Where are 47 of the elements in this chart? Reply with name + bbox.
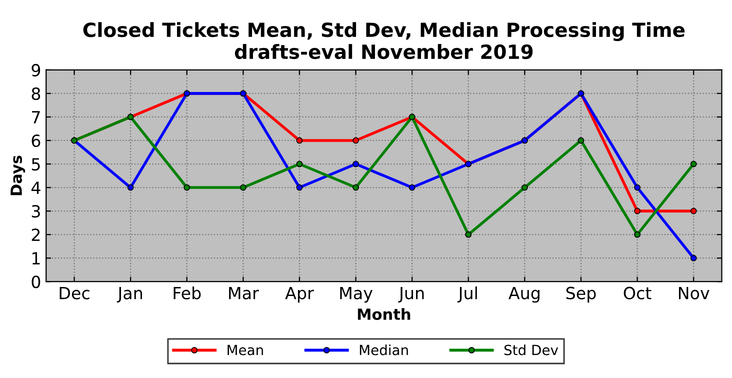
- point: [408, 184, 416, 191]
- point: [465, 231, 472, 238]
- x-axis-title: Month: [358, 308, 410, 320]
- point: [127, 184, 134, 191]
- point: [521, 184, 528, 191]
- point: [296, 184, 303, 191]
- point: [352, 160, 359, 168]
- x-tick-label: Aug: [508, 286, 540, 303]
- point: [296, 137, 303, 144]
- legend-label: Mean: [228, 344, 263, 356]
- y-tick-label: 0: [32, 276, 40, 288]
- y-tick-label: 2: [32, 228, 40, 241]
- x-tick-label: May: [340, 286, 373, 303]
- chart-title: Closed Tickets Mean, Std Dev, Median Processing Time drafts-eval November 2019: [83, 22, 685, 60]
- point: [352, 137, 359, 144]
- x-tick-label: Dec: [60, 286, 90, 300]
- point: [184, 184, 190, 191]
- x-tick-label: Mar: [229, 286, 259, 300]
- y-tick-label: 9: [32, 64, 40, 76]
- x-tick-label: Oct: [624, 286, 652, 300]
- y-tick-label: 6: [32, 134, 40, 148]
- y-tick-label: 1: [32, 252, 40, 264]
- x-tick-label: Apr: [285, 286, 314, 303]
- point: [352, 184, 359, 191]
- point: [634, 184, 640, 191]
- x-tick-label: Jun: [398, 286, 424, 302]
- x-tick-label: Jan: [116, 286, 142, 302]
- y-tick-label: 4: [31, 182, 40, 194]
- point: [634, 231, 640, 238]
- point: [240, 184, 246, 191]
- point: [690, 254, 697, 262]
- point: [634, 208, 640, 214]
- x-tick-label: Feb: [174, 286, 201, 300]
- legend-label: Std Dev: [504, 344, 558, 356]
- y-tick-label: 7: [32, 111, 40, 124]
- point: [296, 160, 303, 168]
- x-tick-label: Sep: [566, 286, 596, 303]
- legend-label: Median: [360, 344, 408, 356]
- y-axis-title: Days: [10, 156, 26, 196]
- y-tick-label: 5: [32, 158, 40, 171]
- y-tick-label: 8: [32, 87, 40, 100]
- point: [578, 137, 584, 144]
- x-tick-label: Jul: [457, 286, 477, 302]
- y-tick-label: 3: [32, 205, 40, 218]
- x-tick-label: Nov: [678, 286, 710, 300]
- point: [690, 160, 697, 168]
- point: [690, 208, 697, 214]
